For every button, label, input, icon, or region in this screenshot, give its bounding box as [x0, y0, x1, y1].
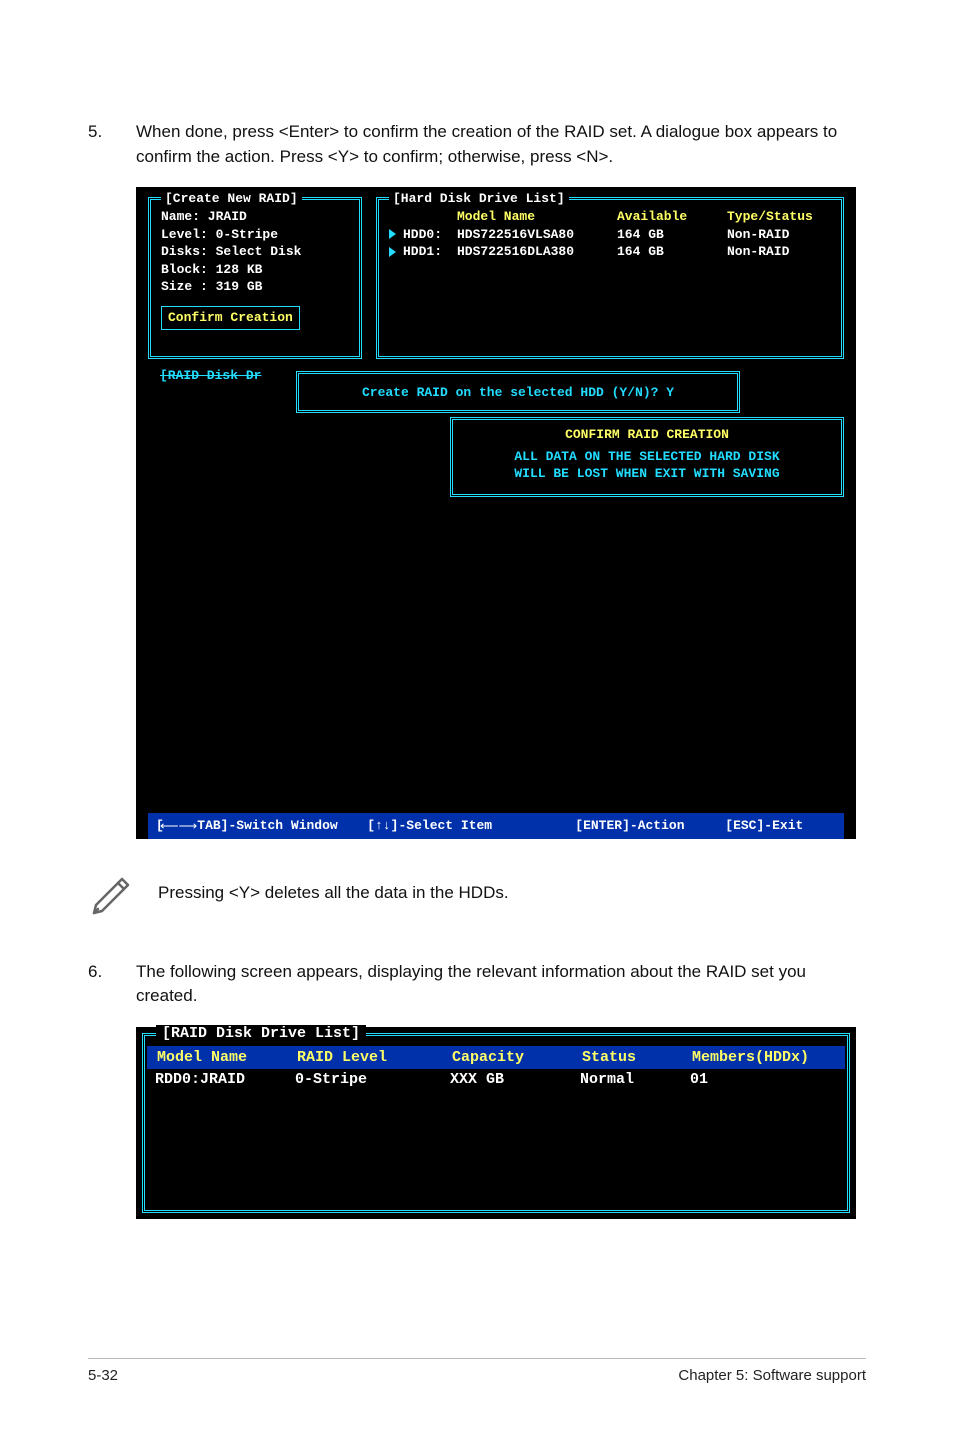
drive1-model: HDS722516DLA380	[457, 243, 617, 261]
row-level: 0-Stripe	[295, 1071, 450, 1088]
hint-bar: [ ⟵⟶ TAB]-Switch Window [↑↓]-Select Item…	[148, 813, 844, 839]
caret-icon	[389, 247, 396, 257]
note-row: Pressing <Y> deletes all the data in the…	[88, 867, 866, 920]
raid-disks: Disks: Select Disk	[161, 243, 349, 261]
hint-enter: [ENTER]-Action	[575, 817, 725, 835]
hard-disk-drive-list-panel: [Hard Disk Drive List] Model Name Availa…	[376, 197, 844, 359]
col-available: Available	[617, 208, 727, 226]
chapter-title: Chapter 5: Software support	[678, 1367, 866, 1384]
confirm-creation-button[interactable]: Confirm Creation	[161, 306, 300, 330]
hint-select: [↑↓]-Select Item	[367, 817, 575, 835]
bios-screenshot-create-raid: [Create New RAID] Name: JRAID Level: 0-S…	[136, 187, 856, 839]
drive0-type: Non-RAID	[727, 226, 789, 244]
drive1-type: Non-RAID	[727, 243, 789, 261]
confirm-dialog-text: Create RAID on the selected HDD (Y/N)? Y	[362, 384, 674, 402]
drive-row-1: HDD1: HDS722516DLA380 164 GB Non-RAID	[389, 243, 831, 261]
step-6-text: The following screen appears, displaying…	[136, 960, 866, 1009]
confirm-line3: WILL BE LOST WHEN EXIT WITH SAVING	[453, 465, 841, 483]
hdr-members: Members(HDDx)	[692, 1049, 845, 1066]
row-status: Normal	[580, 1071, 690, 1088]
note-text: Pressing <Y> deletes all the data in the…	[158, 883, 509, 903]
drive-list-title: [Hard Disk Drive List]	[389, 190, 569, 208]
confirm-title: CONFIRM RAID CREATION	[453, 426, 841, 444]
raid-list-title: [RAID Disk Drive List]	[156, 1025, 366, 1042]
step-6-number: 6.	[88, 960, 136, 1009]
row-capacity: XXX GB	[450, 1071, 580, 1088]
hint-tab: TAB]-Switch Window	[197, 817, 367, 835]
raid-disk-truncated-label: [RAID Disk Dr	[160, 367, 261, 385]
raid-list-header-row: Model Name RAID Level Capacity Status Me…	[147, 1046, 845, 1069]
row-model: RDD0:JRAID	[145, 1071, 295, 1088]
drive1-size: 164 GB	[617, 243, 727, 261]
raid-block: Block: 128 KB	[161, 261, 349, 279]
col-type-status: Type/Status	[727, 208, 813, 226]
hint-esc: [ESC]-Exit	[725, 817, 803, 835]
bios-screenshot-raid-list: Model Name RAID Level Capacity Status Me…	[136, 1027, 856, 1219]
page-number: 5-32	[88, 1367, 118, 1384]
raid-list-row: RDD0:JRAID 0-Stripe XXX GB Normal 01	[145, 1069, 847, 1090]
caret-icon	[389, 229, 396, 239]
drive0-dev: HDD0:	[403, 226, 457, 244]
raid-size: Size : 319 GB	[161, 278, 349, 296]
raid-level: Level: 0-Stripe	[161, 226, 349, 244]
create-new-raid-panel: [Create New RAID] Name: JRAID Level: 0-S…	[148, 197, 362, 359]
hdr-status: Status	[582, 1049, 692, 1066]
page-footer: 5-32 Chapter 5: Software support	[88, 1358, 866, 1384]
arrows-icon: ⟵⟶	[160, 817, 197, 835]
confirm-dialog[interactable]: Create RAID on the selected HDD (Y/N)? Y	[296, 371, 740, 413]
step-5-number: 5.	[88, 120, 136, 169]
note-pencil-icon	[88, 867, 136, 920]
raid-name: Name: JRAID	[161, 208, 349, 226]
create-panel-title: [Create New RAID]	[161, 190, 302, 208]
confirm-line2: ALL DATA ON THE SELECTED HARD DISK	[453, 448, 841, 466]
hdr-capacity: Capacity	[452, 1049, 582, 1066]
confirm-raid-creation-panel: CONFIRM RAID CREATION ALL DATA ON THE SE…	[450, 417, 844, 497]
step-5-text: When done, press <Enter> to confirm the …	[136, 120, 866, 169]
drive0-size: 164 GB	[617, 226, 727, 244]
drive0-model: HDS722516VLSA80	[457, 226, 617, 244]
drive1-dev: HDD1:	[403, 243, 457, 261]
step-6: 6. The following screen appears, display…	[88, 960, 866, 1009]
hdr-level: RAID Level	[297, 1049, 452, 1066]
col-model: Model Name	[457, 208, 617, 226]
drive-row-0: HDD0: HDS722516VLSA80 164 GB Non-RAID	[389, 226, 831, 244]
step-5: 5. When done, press <Enter> to confirm t…	[88, 120, 866, 169]
row-members: 01	[690, 1071, 847, 1088]
hdr-model: Model Name	[147, 1049, 297, 1066]
